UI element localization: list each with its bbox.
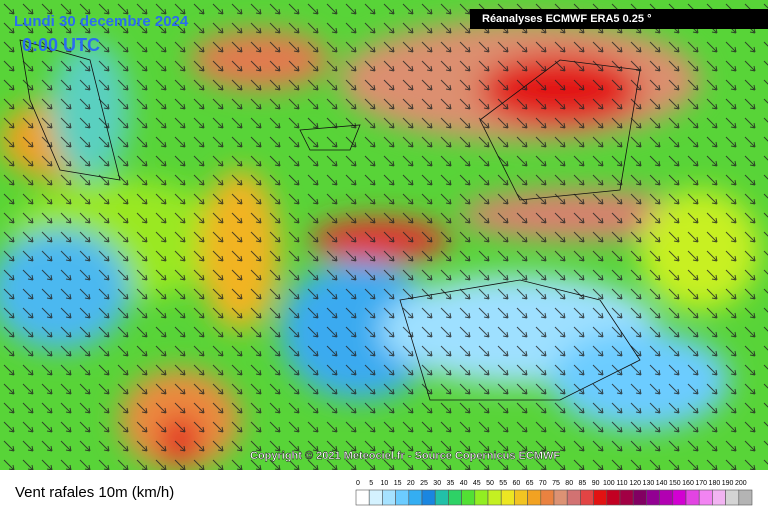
legend-swatch bbox=[606, 489, 621, 506]
legend-swatch bbox=[738, 489, 753, 506]
legend-label: 0 bbox=[356, 480, 360, 487]
legend-swatch bbox=[580, 489, 594, 506]
legend-label: 110 bbox=[616, 480, 627, 487]
legend-label: 130 bbox=[643, 480, 655, 487]
legend-swatch bbox=[474, 489, 489, 506]
legend-swatch bbox=[448, 489, 462, 506]
legend-label: 170 bbox=[695, 480, 707, 487]
copyright: Copyright © 2021 Meteociel.fr - Source C… bbox=[250, 450, 560, 462]
footer-title: Vent rafales 10m (km/h) bbox=[15, 484, 174, 501]
legend-label: 75 bbox=[552, 480, 560, 487]
legend-label: 45 bbox=[473, 480, 481, 487]
legend-swatch bbox=[408, 489, 423, 506]
color-legend: 0 5 10 15 20 25 30 35 40 45 50 55 60 65 70 75 80 85 90 100 1… bbox=[355, 480, 753, 506]
legend-label: 85 bbox=[579, 480, 587, 487]
legend-label: 100 bbox=[603, 480, 615, 487]
legend-label: 80 bbox=[565, 480, 573, 487]
legend-label: 70 bbox=[539, 480, 547, 487]
legend-swatch bbox=[514, 489, 528, 506]
legend-label: 40 bbox=[460, 480, 468, 487]
legend-swatch bbox=[553, 489, 568, 506]
legend-swatch bbox=[368, 489, 383, 506]
date-label: Lundi 30 decembre 2024 bbox=[14, 13, 189, 30]
legend-label: 65 bbox=[526, 480, 534, 487]
legend-label: 30 bbox=[433, 480, 441, 487]
legend-swatch bbox=[461, 489, 476, 506]
legend-swatch bbox=[355, 489, 370, 506]
legend-label: 180 bbox=[709, 480, 721, 487]
legend-swatch bbox=[646, 489, 660, 506]
legend-swatch bbox=[566, 489, 581, 506]
legend-label: 120 bbox=[629, 480, 641, 487]
legend-swatch bbox=[672, 489, 687, 506]
legend-label: 50 bbox=[486, 480, 494, 487]
legend-label: 60 bbox=[513, 480, 521, 487]
legend-swatch bbox=[527, 489, 542, 506]
legend-label: 150 bbox=[669, 480, 681, 487]
legend-swatch bbox=[619, 489, 634, 506]
time-label: 0:00 UTC bbox=[22, 35, 100, 55]
legend-swatch bbox=[712, 489, 726, 506]
legend-swatch bbox=[632, 489, 647, 506]
source-badge: Réanalyses ECMWF ERA5 0.25 ° bbox=[482, 13, 651, 25]
legend-label: 140 bbox=[656, 480, 668, 487]
legend-swatch bbox=[540, 489, 555, 506]
legend-label: 190 bbox=[722, 480, 734, 487]
legend-swatch bbox=[659, 489, 674, 506]
legend-swatch bbox=[382, 489, 396, 506]
legend-label: 25 bbox=[420, 480, 428, 487]
legend-label: 35 bbox=[447, 480, 455, 487]
legend-swatch bbox=[593, 489, 608, 506]
legend-label: 160 bbox=[682, 480, 694, 487]
source-badge-bg bbox=[470, 9, 768, 29]
legend-label: 90 bbox=[592, 480, 600, 487]
legend-swatch bbox=[685, 489, 700, 506]
legend-label: 20 bbox=[407, 480, 415, 487]
legend-swatch bbox=[395, 489, 410, 506]
legend-label: 200 bbox=[735, 480, 747, 487]
legend-swatch bbox=[725, 489, 740, 506]
legend-label: 5 bbox=[369, 480, 373, 487]
legend-swatch bbox=[434, 489, 449, 506]
legend-label: 15 bbox=[394, 480, 402, 487]
legend-label: 55 bbox=[499, 480, 507, 487]
legend-label: 10 bbox=[381, 480, 389, 487]
legend-swatch bbox=[698, 489, 713, 506]
legend-swatch bbox=[500, 489, 515, 506]
legend-swatch bbox=[421, 489, 436, 506]
legend-swatch bbox=[487, 489, 502, 506]
wind-map bbox=[0, 0, 768, 470]
